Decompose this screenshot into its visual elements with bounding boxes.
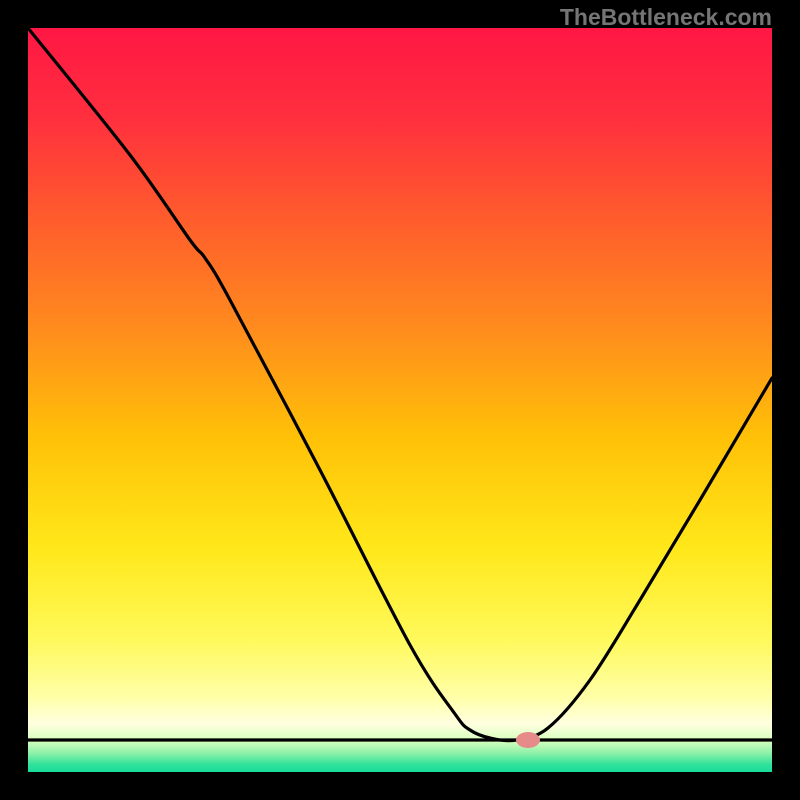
outer-frame [0,0,800,800]
watermark-text: TheBottleneck.com [560,4,772,31]
